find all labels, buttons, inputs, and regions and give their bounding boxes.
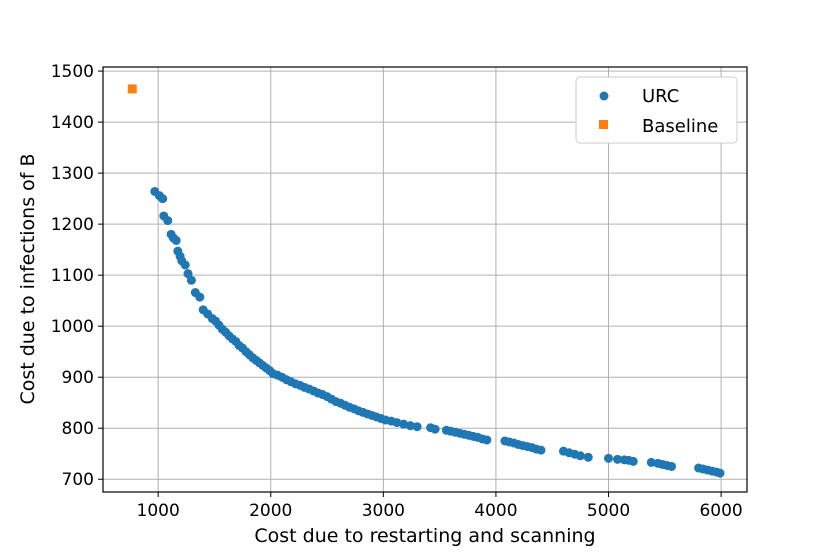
y-axis-label: Cost due to infections of B — [17, 153, 39, 404]
urc-point — [183, 269, 193, 279]
urc-point — [536, 445, 546, 455]
urc-point — [195, 292, 205, 302]
urc-point — [158, 194, 168, 204]
y-tick-label: 900 — [62, 368, 94, 388]
urc-point — [575, 451, 585, 461]
baseline-point — [127, 84, 137, 94]
legend-label-baseline: Baseline — [642, 116, 718, 137]
urc-point — [412, 422, 422, 432]
y-axis-ticks: 700 800 900 1000 1100 1200 1300 1400 1500 — [51, 62, 103, 490]
urc-point — [171, 235, 181, 245]
y-tick-label: 1400 — [51, 113, 94, 133]
urc-point — [583, 452, 593, 462]
urc-point — [667, 461, 677, 471]
x-tick-label: 3000 — [362, 501, 405, 521]
urc-point — [399, 419, 409, 429]
y-tick-label: 1000 — [51, 317, 94, 337]
urc-point — [180, 260, 190, 270]
urc-point — [163, 216, 173, 226]
y-tick-label: 1500 — [51, 62, 94, 82]
y-tick-label: 1200 — [51, 215, 94, 235]
legend-marker-urc — [599, 91, 609, 101]
y-tick-label: 700 — [62, 470, 94, 490]
x-tick-label: 4000 — [474, 501, 517, 521]
x-axis-ticks: 1000 2000 3000 4000 5000 6000 — [137, 492, 743, 521]
urc-point — [628, 456, 638, 466]
legend-label-urc: URC — [642, 86, 679, 107]
x-tick-label: 2000 — [249, 501, 292, 521]
urc-point — [405, 421, 415, 431]
urc-point — [604, 453, 614, 463]
legend: URC Baseline — [575, 76, 738, 144]
urc-point — [715, 468, 725, 478]
y-tick-label: 1300 — [51, 164, 94, 184]
urc-point — [646, 457, 656, 467]
urc-point — [430, 424, 440, 434]
urc-point — [482, 435, 492, 445]
legend-marker-baseline — [599, 120, 608, 129]
urc-point — [186, 275, 196, 285]
x-tick-label: 5000 — [587, 501, 630, 521]
legend-box — [575, 76, 738, 144]
x-axis-label: Cost due to restarting and scanning — [254, 525, 595, 547]
urc-point — [613, 454, 623, 464]
y-tick-label: 800 — [62, 419, 94, 439]
data-points — [127, 84, 725, 478]
x-tick-label: 1000 — [137, 501, 180, 521]
urc-point — [392, 418, 402, 428]
x-tick-label: 6000 — [699, 501, 742, 521]
y-tick-label: 1100 — [51, 266, 94, 286]
plot-frame — [102, 66, 748, 493]
